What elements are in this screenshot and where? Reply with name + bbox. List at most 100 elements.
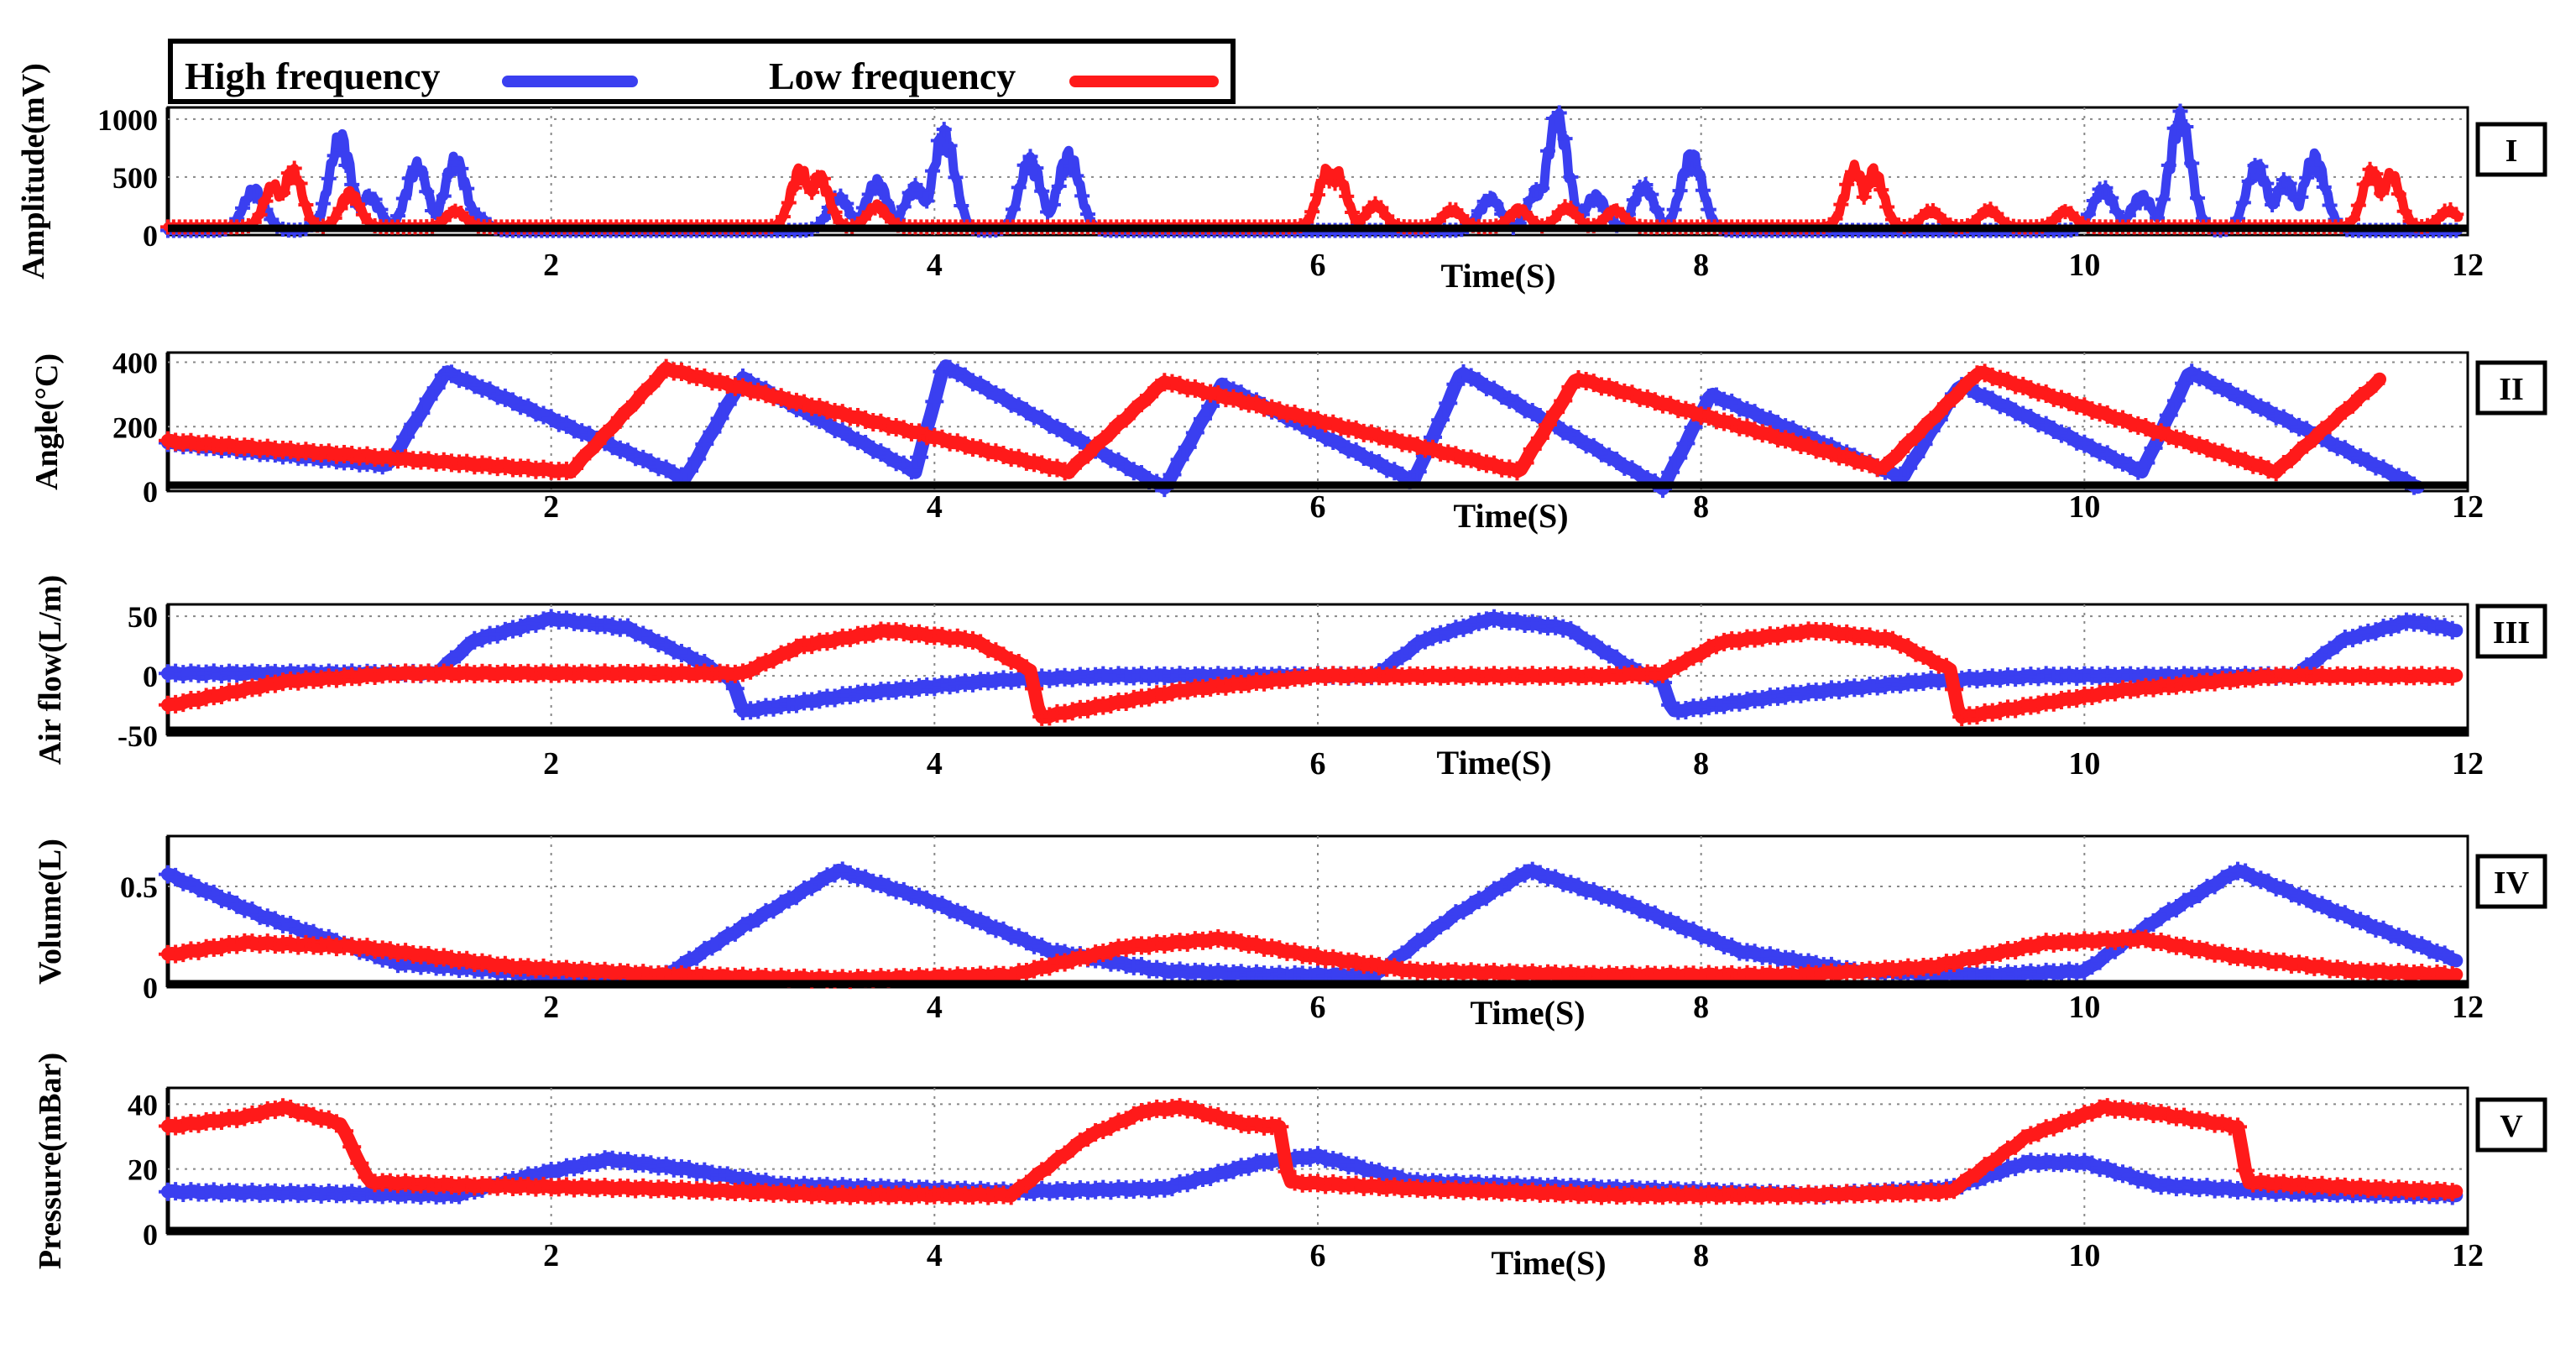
panel-label-box — [2475, 122, 2547, 177]
legend: High frequency Low frequency — [168, 39, 1236, 104]
data-point — [1899, 458, 1918, 478]
data-point — [718, 395, 737, 414]
data-point — [1028, 160, 1044, 176]
data-point — [1661, 463, 1680, 482]
data-point — [1539, 415, 1557, 434]
data-point — [342, 1137, 362, 1157]
y-tick-label: 0 — [143, 660, 158, 693]
x-axis-label: Time(S) — [1440, 257, 1555, 295]
data-point — [292, 175, 308, 191]
data-point — [626, 393, 645, 412]
data-point — [1356, 208, 1372, 224]
data-point — [1069, 168, 1084, 184]
data-point — [2178, 118, 2194, 134]
data-point — [710, 409, 729, 428]
data-point — [1827, 211, 1843, 227]
data-point — [680, 462, 699, 481]
data-point — [1695, 182, 1711, 198]
y-tick-label: 0 — [143, 219, 158, 253]
panel-volume: 0 0.5 2 4 6 8 10 12 Time(S) Volume(L) IV — [33, 834, 2547, 1032]
y-tick-label: 20 — [128, 1153, 158, 1187]
series-angle-low-markers — [159, 358, 2385, 482]
data-point — [1530, 429, 1549, 448]
data-point — [1523, 191, 1539, 207]
data-point — [1546, 403, 1565, 422]
data-point — [901, 461, 921, 480]
x-tick-label: 10 — [2068, 990, 2100, 1025]
data-point — [1868, 172, 1884, 188]
data-point — [1178, 437, 1197, 457]
data-point — [404, 415, 423, 434]
panel-label: IV — [2494, 865, 2530, 901]
data-point — [1690, 165, 1706, 181]
y-tick-label: 0 — [143, 1218, 158, 1252]
data-point — [332, 142, 348, 158]
data-point — [355, 206, 371, 222]
data-point — [235, 200, 251, 216]
data-point — [1016, 157, 1032, 173]
x-tick-label: 4 — [927, 746, 943, 782]
data-point — [2241, 173, 2257, 189]
data-point — [1170, 450, 1189, 469]
x-axis-label: Time(S) — [1491, 1244, 1606, 1282]
data-point — [2350, 197, 2366, 213]
data-point — [925, 163, 941, 179]
series-airflow-high-markers — [159, 609, 2462, 720]
data-point — [2253, 159, 2269, 175]
data-point — [2322, 197, 2338, 213]
data-point — [2166, 391, 2186, 410]
data-point — [1701, 201, 1716, 217]
data-point — [350, 1153, 369, 1173]
data-point — [1488, 196, 1504, 212]
y-axis-label: Volume(L) — [33, 839, 68, 985]
data-point — [2356, 176, 2372, 192]
x-tick-label: 10 — [2068, 1238, 2100, 1273]
data-point — [815, 211, 831, 227]
data-point — [1676, 434, 1696, 453]
x-tick-label: 12 — [2452, 1238, 2484, 1273]
panel-pressure: 0 20 40 2 4 6 8 10 12 Time(S) Pressure(mBar) V — [33, 1053, 2547, 1282]
data-point — [1563, 169, 1579, 185]
y-axis-label: Amplitude(mV) — [16, 63, 51, 280]
y-tick-label: 40 — [128, 1088, 158, 1121]
data-point — [1906, 447, 1925, 466]
data-point — [821, 186, 837, 202]
data-point — [1649, 201, 1665, 217]
data-point — [1011, 180, 1027, 196]
data-point — [275, 185, 290, 201]
data-point — [1626, 192, 1642, 208]
series-volume-low-markers — [159, 928, 2462, 990]
y-tick-label: 200 — [112, 410, 158, 444]
data-point — [1034, 183, 1050, 199]
y-tick-label: 0.5 — [120, 870, 158, 904]
data-point — [1638, 177, 1654, 193]
data-point — [1540, 143, 1555, 159]
y-axis-label: Air flow(L/m) — [33, 575, 68, 765]
x-tick-label: 2 — [543, 489, 559, 525]
x-tick-label: 2 — [543, 746, 559, 782]
data-point — [1515, 453, 1534, 473]
panel-label: I — [2505, 133, 2518, 169]
data-point — [459, 180, 475, 196]
panel-label: II — [2499, 372, 2524, 407]
x-tick-label: 12 — [2452, 746, 2484, 782]
x-tick-label: 6 — [1310, 248, 1326, 283]
data-point — [332, 201, 348, 217]
y-tick-label: 0 — [143, 971, 158, 1005]
data-point — [603, 417, 622, 437]
data-point — [2103, 190, 2119, 206]
data-point — [2310, 166, 2326, 182]
x-tick-label: 8 — [1693, 489, 1709, 525]
data-point — [1850, 170, 1866, 186]
data-point — [2345, 212, 2360, 227]
data-point — [1557, 131, 1573, 147]
data-point — [804, 185, 820, 201]
y-axis-label: Angle(°C) — [29, 353, 65, 490]
x-tick-label: 6 — [1310, 990, 1326, 1025]
data-point — [252, 206, 268, 222]
panel-label-box — [2475, 854, 2547, 909]
y-tick-label: 0 — [143, 475, 158, 509]
data-point — [1879, 199, 1895, 215]
panel-label: III — [2493, 615, 2530, 651]
